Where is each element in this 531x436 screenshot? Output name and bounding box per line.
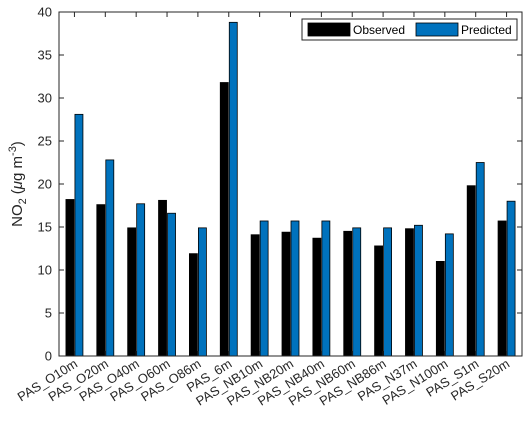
bar-predicted-pas-nb40m (321, 220, 331, 357)
y-tick-label: 20 (38, 177, 52, 192)
legend: Observed Predicted (301, 18, 518, 41)
axes-layer (58, 11, 523, 357)
y-axis-title-mu: μ (9, 181, 26, 190)
legend-swatch-observed (307, 22, 351, 37)
bar-observed-pas-nb40m (312, 237, 322, 357)
bar-predicted-pas-nb86m (383, 227, 393, 357)
bar-predicted-pas-s20m (506, 200, 516, 357)
bar-observed-pas-nb60m (343, 230, 353, 357)
bar-predicted-pas-o40m (136, 203, 146, 357)
y-axis-title-sub: 2 (17, 198, 29, 204)
y-axis-title-unit: g m (9, 156, 26, 181)
legend-label-predicted: Predicted (461, 23, 512, 37)
bar-observed-pas-o20m (96, 204, 106, 357)
bar-observed-pas-6m (219, 82, 229, 357)
y-tick-label: 30 (38, 91, 52, 106)
plot-area (59, 12, 522, 356)
bar-observed-pas-nb20m (281, 231, 291, 357)
legend-box (301, 18, 518, 41)
y-axis-title: NO2 (μg m-3) (7, 141, 29, 227)
bar-predicted-pas-o20m (105, 159, 115, 357)
bar-predicted-pas-o60m (167, 212, 176, 357)
bar-predicted-pas-n100m (444, 233, 454, 357)
bar-observed-pas-s1m (466, 185, 476, 357)
bar-observed-pas-o60m (158, 199, 167, 357)
bar-predicted-pas-o10m (74, 113, 84, 357)
bar-predicted-pas-nb60m (352, 227, 362, 357)
x-tick-labels: PAS_O10mPAS_O20mPAS_O40mPAS_O60mPAS_O86m… (15, 356, 512, 409)
bar-observed-pas-n100m (435, 260, 445, 357)
y-tick-label: 10 (38, 263, 52, 278)
bar-predicted-pas-n37m (414, 224, 423, 357)
bar-observed-pas-o10m (65, 199, 75, 357)
y-tick-label: 0 (45, 349, 52, 364)
y-axis-title-sup: -3 (7, 146, 19, 156)
y-tick-label: 40 (38, 5, 52, 20)
bar-predicted-pas-6m (228, 21, 238, 357)
bar-observed-pas-o86m (188, 253, 198, 357)
bar-observed-pas-o40m (127, 227, 137, 357)
y-tick-label: 5 (45, 306, 52, 321)
bar-predicted-pas-o86m (197, 227, 207, 357)
y-tick-label: 15 (38, 220, 52, 235)
y-axis-title-close: ) (9, 141, 26, 146)
y-axis-title-base: NO (9, 204, 26, 227)
y-tick-label: 35 (38, 48, 52, 63)
bar-predicted-pas-nb20m (290, 220, 300, 357)
bar-predicted-pas-nb10m (259, 220, 269, 357)
bar-predicted-pas-s1m (475, 162, 485, 357)
bar-observed-pas-s20m (497, 220, 507, 357)
bar-observed-pas-n37m (405, 228, 414, 357)
y-tick-label: 25 (38, 134, 52, 149)
y-tick-labels: 0 5 10 15 20 25 30 35 40 (38, 5, 52, 364)
legend-label-observed: Observed (353, 23, 405, 37)
bar-observed-pas-nb10m (250, 234, 260, 357)
bar-observed-pas-nb86m (374, 245, 384, 357)
legend-swatch-predicted (415, 22, 459, 37)
y-axis-title-paren: ( (9, 189, 26, 194)
